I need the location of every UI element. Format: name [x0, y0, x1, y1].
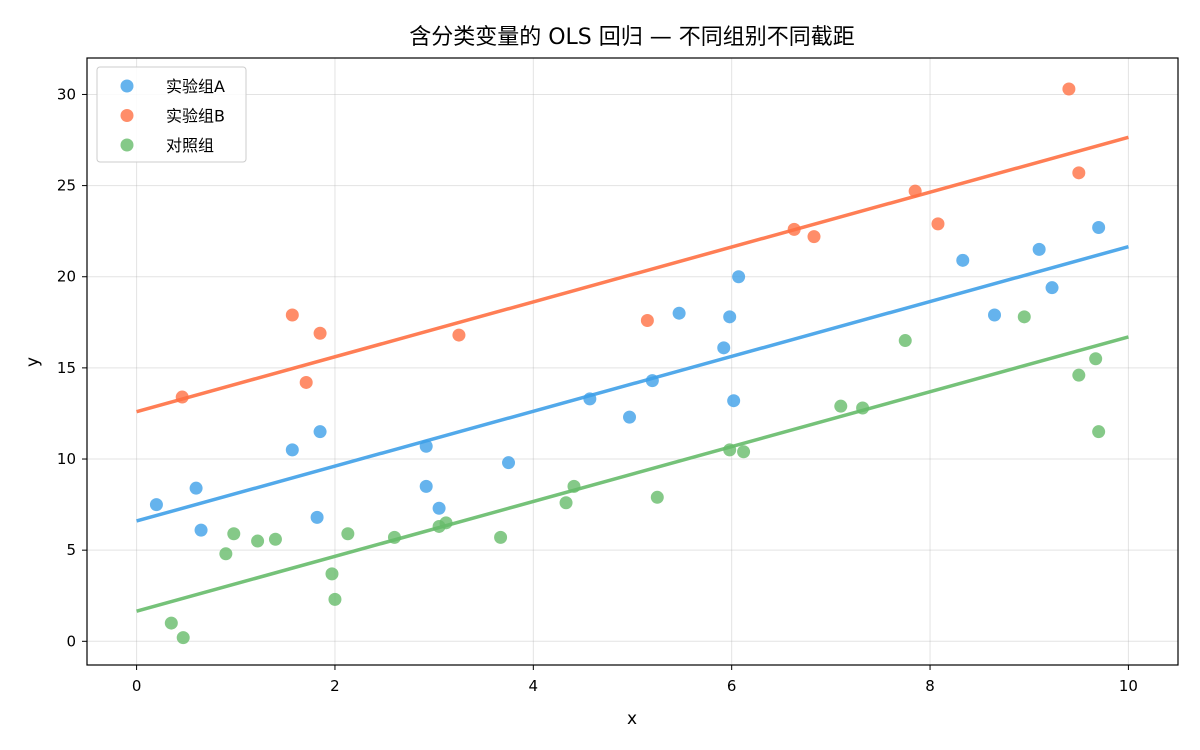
data-point	[494, 530, 508, 544]
x-tick-label: 10	[1119, 677, 1138, 695]
data-point	[956, 253, 970, 267]
data-point	[908, 184, 922, 198]
data-point	[268, 532, 282, 546]
data-point	[439, 516, 453, 530]
data-point	[787, 222, 801, 236]
y-tick-label: 0	[66, 632, 76, 650]
data-point	[898, 334, 912, 348]
data-point	[623, 410, 637, 424]
grid	[87, 58, 1178, 665]
data-point	[931, 217, 945, 231]
data-point	[164, 616, 178, 630]
data-point	[1062, 82, 1076, 96]
y-tick-label: 10	[57, 450, 76, 468]
data-point	[1032, 242, 1046, 256]
fit-line	[136, 335, 1129, 613]
data-point	[1072, 166, 1086, 180]
legend-marker	[120, 138, 134, 152]
data-point	[432, 501, 446, 515]
data-point	[567, 479, 581, 493]
data-point	[723, 310, 737, 324]
data-point	[583, 392, 597, 406]
data-point	[737, 445, 751, 459]
data-point	[313, 326, 327, 340]
data-point	[313, 425, 327, 439]
legend-box	[96, 66, 247, 163]
fit-lines	[136, 135, 1129, 613]
data-point	[149, 498, 163, 512]
y-axis-label: y	[23, 357, 43, 367]
y-tick-label: 25	[57, 177, 76, 195]
data-point	[1089, 352, 1103, 366]
data-point	[1092, 425, 1106, 439]
legend: 实验组A 实验组B 对照组	[96, 66, 247, 163]
data-point	[328, 592, 342, 606]
y-tick-label: 5	[66, 541, 76, 559]
data-point	[717, 341, 731, 355]
x-tick-label: 4	[529, 677, 539, 695]
data-point	[650, 490, 664, 504]
plot-frame	[86, 57, 1179, 666]
data-point	[387, 530, 401, 544]
data-point	[1017, 310, 1031, 324]
data-point	[299, 375, 313, 389]
data-point	[834, 399, 848, 413]
data-point	[194, 523, 208, 537]
data-point	[732, 270, 746, 284]
legend-label: 实验组B	[166, 107, 225, 126]
data-point	[219, 547, 233, 561]
data-point	[175, 390, 189, 404]
data-point	[727, 394, 741, 408]
data-point	[988, 308, 1002, 322]
data-point	[419, 479, 433, 493]
x-tick-label: 6	[727, 677, 737, 695]
data-point	[640, 313, 654, 327]
legend-label: 实验组A	[166, 77, 225, 96]
data-point	[285, 308, 299, 322]
data-point	[251, 534, 265, 548]
data-point	[285, 443, 299, 457]
fit-line	[136, 135, 1129, 414]
data-point	[723, 443, 737, 457]
data-point	[559, 496, 573, 510]
data-point	[645, 374, 659, 388]
legend-marker	[120, 79, 134, 93]
data-point	[1072, 368, 1086, 382]
x-axis-label: x	[627, 709, 637, 729]
data-point	[1045, 281, 1059, 295]
data-point	[325, 567, 339, 581]
data-point	[452, 328, 466, 342]
data-point	[341, 527, 355, 541]
y-tick-label: 20	[57, 268, 76, 286]
legend-label: 对照组	[166, 136, 214, 155]
chart-title: 含分类变量的 OLS 回归 — 不同组别不同截距	[409, 25, 855, 50]
data-point	[807, 230, 821, 244]
x-tick-label: 2	[330, 677, 340, 695]
data-point	[176, 631, 190, 645]
data-point	[672, 306, 686, 320]
data-points	[149, 82, 1106, 645]
data-point	[419, 439, 433, 453]
y-tick-label: 15	[57, 359, 76, 377]
data-point	[310, 510, 324, 524]
data-point	[502, 456, 516, 470]
x-tick-label: 8	[925, 677, 935, 695]
legend-marker	[120, 109, 134, 122]
x-tick-label: 0	[132, 677, 142, 695]
axis-ticks: 0 2 4 6 8 10 0 5 10 15 20 25 30	[57, 85, 1138, 695]
data-point	[1092, 221, 1106, 235]
data-point	[189, 481, 203, 495]
data-point	[227, 527, 241, 541]
y-tick-label: 30	[57, 85, 76, 103]
data-point	[856, 401, 870, 415]
fit-line	[136, 244, 1129, 523]
